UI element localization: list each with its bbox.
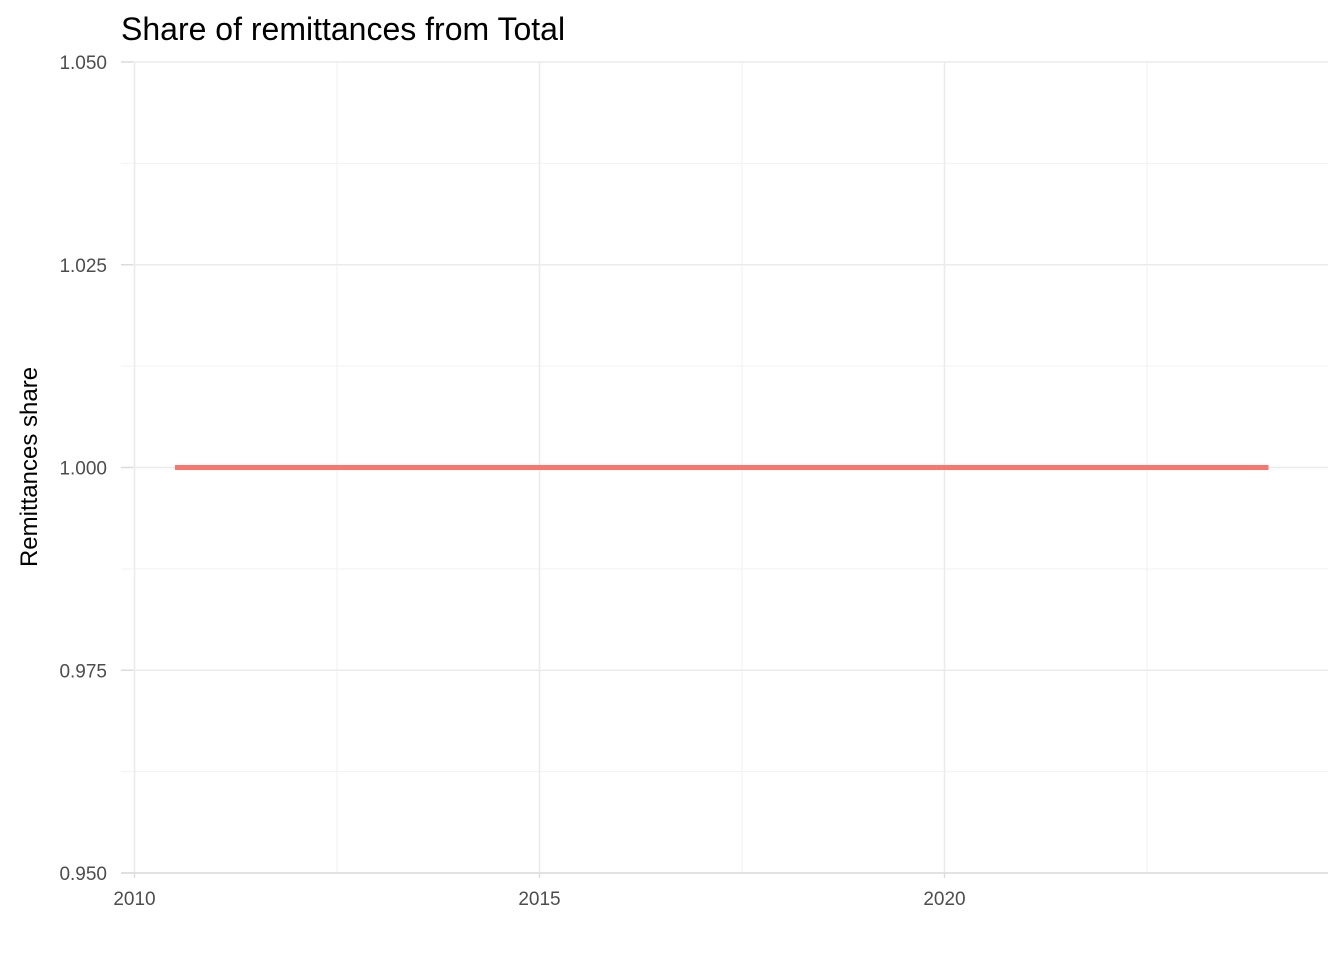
y-axis-label: Remittances share	[16, 367, 43, 567]
x-tick-label: 2010	[113, 889, 155, 910]
tick-labels: 0.950 0.975 1.000 1.025 1.050 2010 2015 2020	[59, 53, 965, 910]
y-tick-label: 1.000	[59, 459, 107, 480]
axes	[121, 61, 1328, 878]
y-tick-label: 0.975	[59, 661, 107, 682]
x-tick-label: 2020	[923, 889, 965, 910]
y-tick-label: 0.950	[59, 864, 107, 885]
y-tick-label: 1.050	[59, 53, 107, 74]
chart-title: Share of remittances from Total	[121, 11, 565, 47]
y-tick-label: 1.025	[59, 256, 107, 277]
x-tick-label: 2015	[518, 889, 560, 910]
